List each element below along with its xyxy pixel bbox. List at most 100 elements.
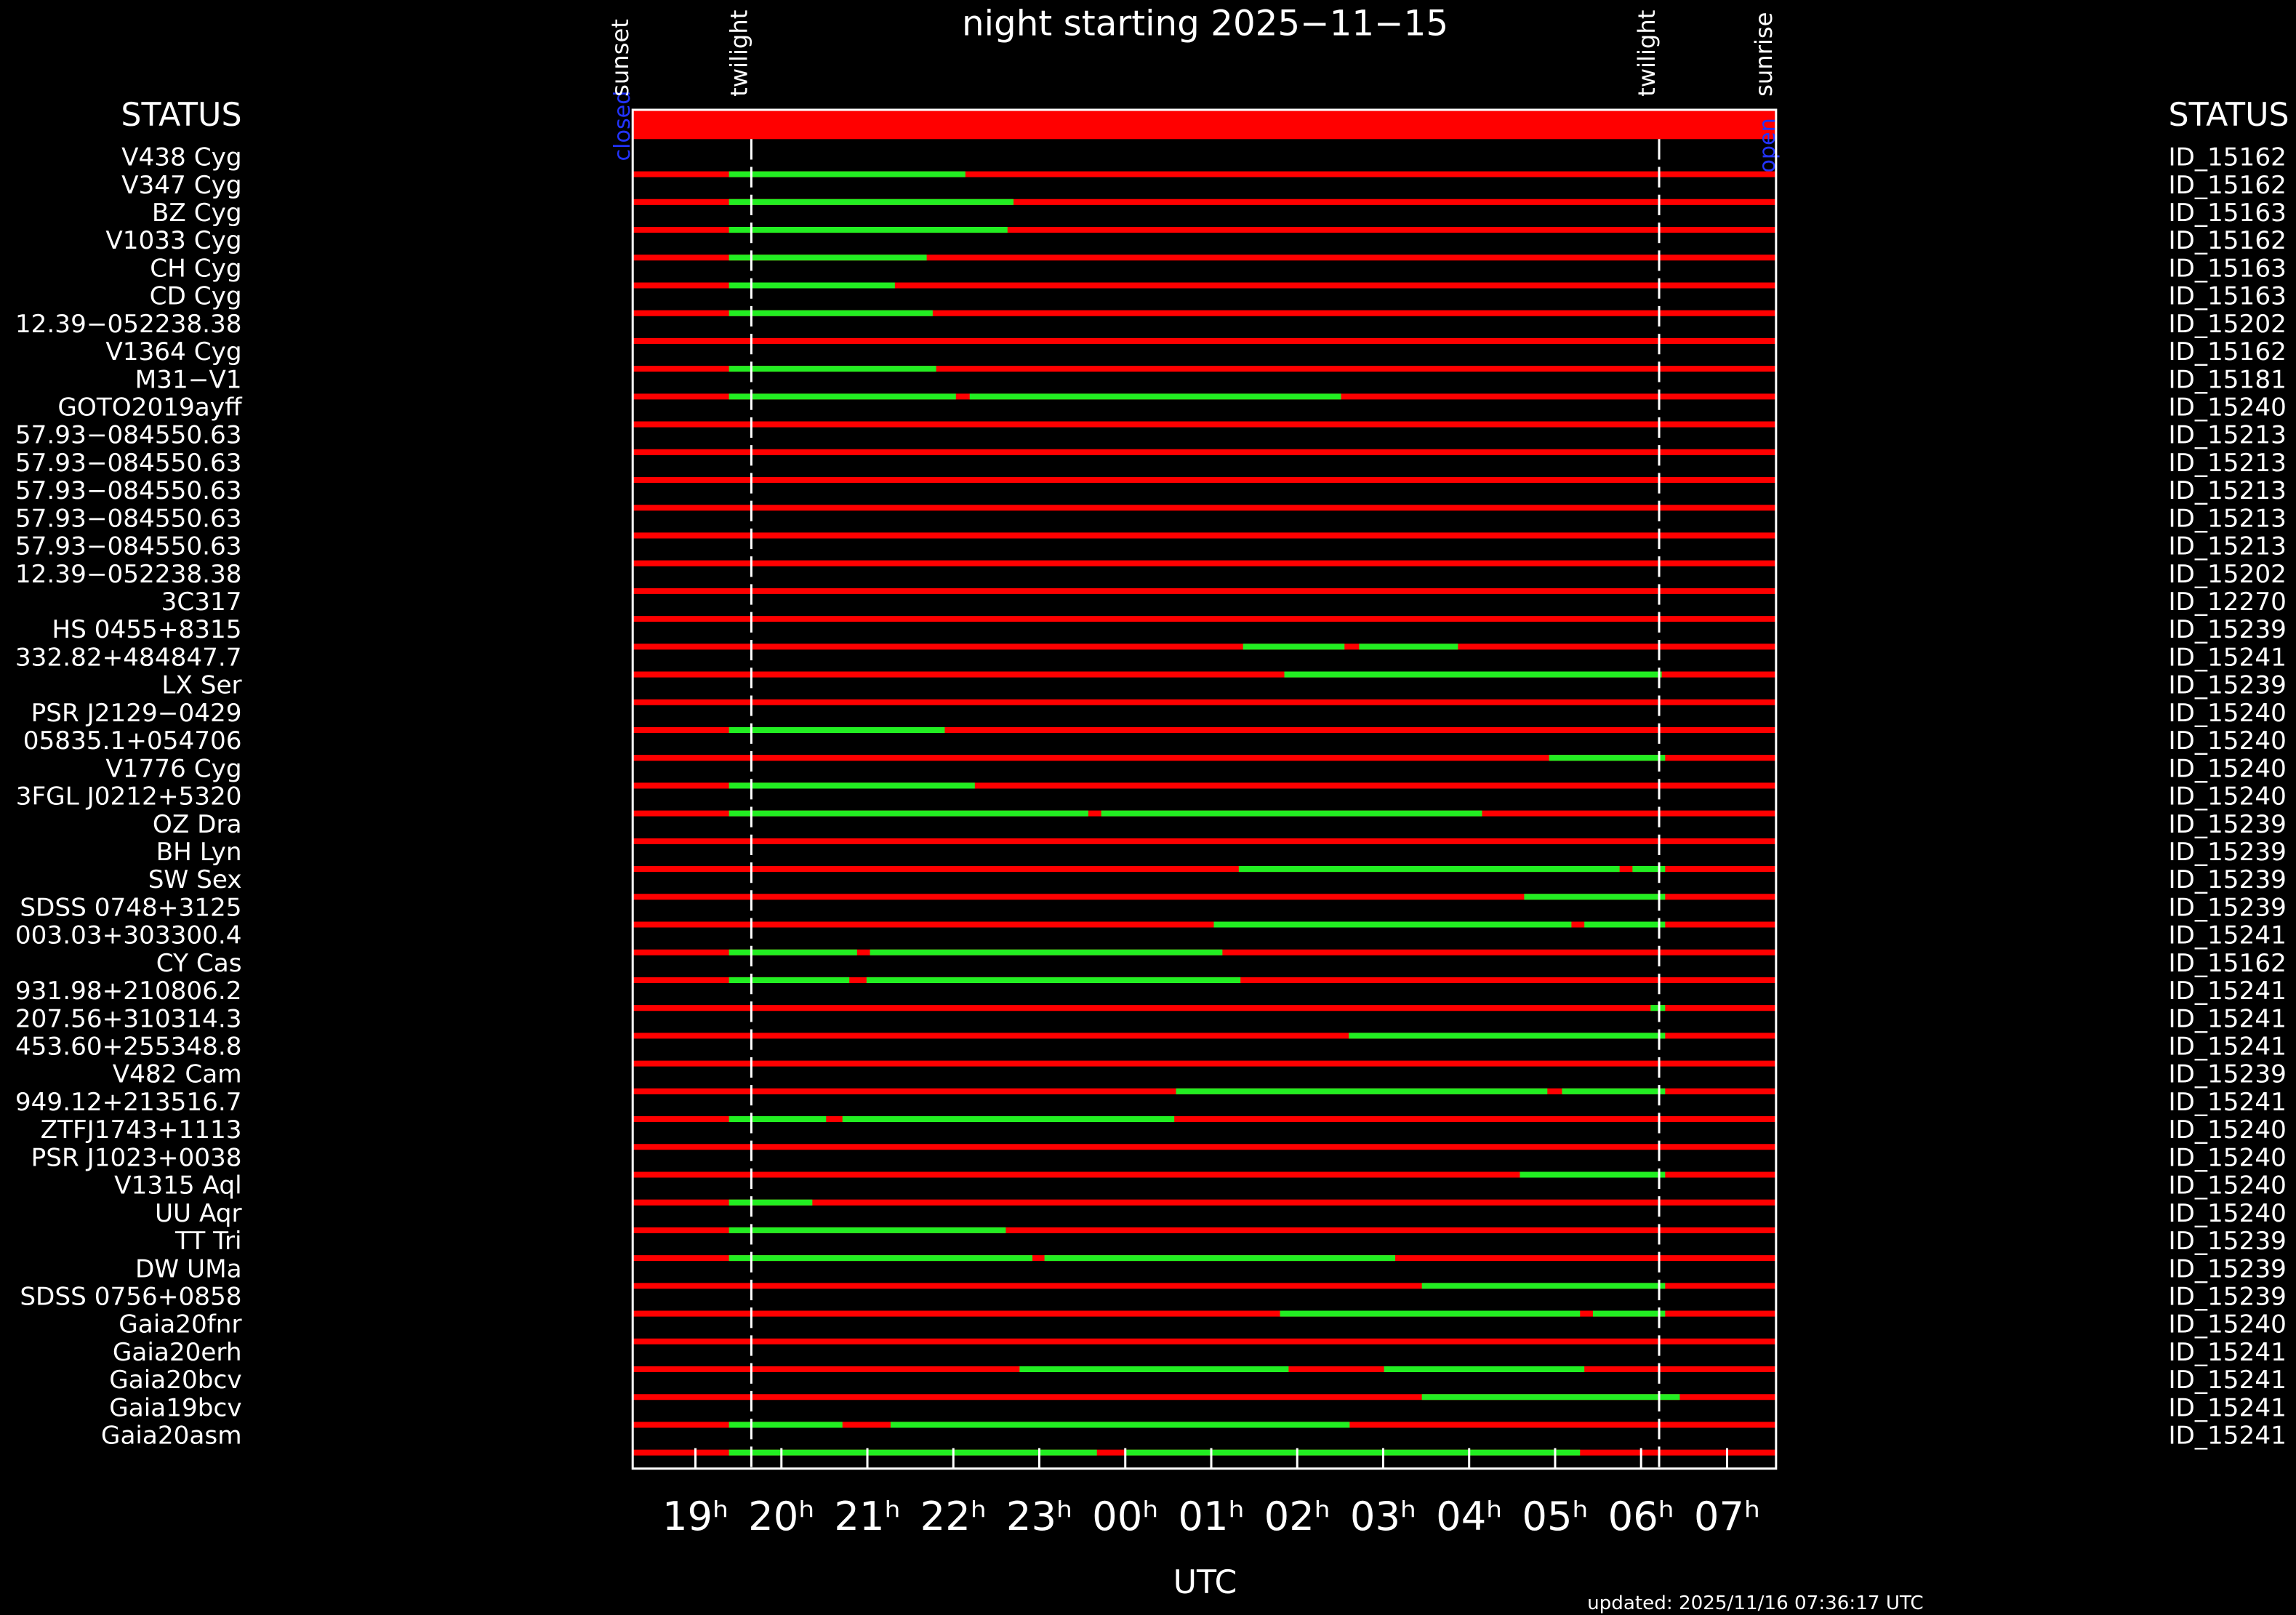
event-label: twilight xyxy=(1633,10,1661,97)
target-name: PSR J2129−0429 xyxy=(31,699,242,728)
target-id: ID_15241 xyxy=(2168,1033,2286,1062)
target-name: 931.98+210806.2 xyxy=(15,977,242,1006)
target-id: ID_15162 xyxy=(2168,337,2286,366)
x-tick-label: 00ʰ xyxy=(1092,1494,1158,1539)
x-tick-label: 21ʰ xyxy=(834,1494,900,1539)
x-tick-label: 06ʰ xyxy=(1608,1494,1674,1539)
target-name: V1315 Aql xyxy=(114,1171,241,1201)
target-id: ID_15240 xyxy=(2168,699,2286,728)
target-name: 57.93−084550.63 xyxy=(15,476,242,505)
target-id: ID_15213 xyxy=(2168,504,2286,533)
target-name: TT Tri xyxy=(174,1227,242,1256)
left-header: STATUS xyxy=(121,97,241,134)
target-name: M31−V1 xyxy=(135,365,242,394)
target-id: ID_15163 xyxy=(2168,282,2286,311)
target-name: 332.82+484847.7 xyxy=(15,643,242,672)
target-name: Gaia20fnr xyxy=(119,1310,242,1339)
target-id: ID_15240 xyxy=(2168,1115,2286,1145)
target-name: SW Sex xyxy=(148,865,242,894)
target-name: V482 Cam xyxy=(113,1060,242,1089)
target-id: ID_15239 xyxy=(2168,1060,2286,1089)
target-name: GOTO2019ayff xyxy=(57,393,243,422)
x-tick-label: 22ʰ xyxy=(920,1494,987,1539)
x-tick-label: 07ʰ xyxy=(1694,1494,1760,1539)
target-id: ID_15239 xyxy=(2168,1254,2286,1283)
target-id: ID_12270 xyxy=(2168,588,2286,617)
target-name: 949.12+213516.7 xyxy=(15,1088,242,1117)
target-name: 05835.1+054706 xyxy=(23,726,242,756)
target-id: ID_15241 xyxy=(2168,921,2286,950)
target-name: DW UMa xyxy=(135,1254,242,1283)
target-name: BH Lyn xyxy=(156,838,242,867)
target-name: 453.60+255348.8 xyxy=(15,1033,242,1062)
x-tick-label: 20ʰ xyxy=(748,1494,814,1539)
x-tick-label: 04ʰ xyxy=(1436,1494,1502,1539)
target-id: ID_15240 xyxy=(2168,726,2286,756)
target-id: ID_15240 xyxy=(2168,1143,2286,1172)
target-id: ID_15239 xyxy=(2168,838,2286,867)
target-id: ID_15162 xyxy=(2168,171,2286,200)
target-id: ID_15240 xyxy=(2168,393,2286,422)
target-id: ID_15241 xyxy=(2168,1393,2286,1422)
target-name: 3FGL J0212+5320 xyxy=(16,782,242,811)
event-label: sunset xyxy=(606,19,634,97)
target-id: ID_15239 xyxy=(2168,893,2286,922)
target-id: ID_15241 xyxy=(2168,1338,2286,1367)
x-tick-label: 02ʰ xyxy=(1264,1494,1330,1539)
target-name: HS 0455+8315 xyxy=(52,615,241,644)
x-tick-label: 05ʰ xyxy=(1522,1494,1588,1539)
target-id: ID_15241 xyxy=(2168,1088,2286,1117)
target-id: ID_15240 xyxy=(2168,1199,2286,1228)
target-name: Gaia19bcv xyxy=(109,1393,241,1422)
target-name: 207.56+310314.3 xyxy=(15,1004,242,1033)
target-id: ID_15202 xyxy=(2168,310,2286,339)
target-name: Gaia20bcv xyxy=(109,1366,241,1395)
target-id: ID_15162 xyxy=(2168,949,2286,978)
target-id: ID_15239 xyxy=(2168,1227,2286,1256)
target-id: ID_15202 xyxy=(2168,560,2286,589)
target-id: ID_15213 xyxy=(2168,532,2286,561)
target-name: OZ Dra xyxy=(153,810,242,839)
target-id: ID_15241 xyxy=(2168,643,2286,672)
target-id: ID_15240 xyxy=(2168,1310,2286,1339)
target-id: ID_15162 xyxy=(2168,226,2286,255)
target-name: V347 Cyg xyxy=(121,171,241,200)
x-tick-label: 23ʰ xyxy=(1006,1494,1072,1539)
target-name: V438 Cyg xyxy=(121,143,241,172)
target-id: ID_15241 xyxy=(2168,1004,2286,1033)
x-tick-label: 03ʰ xyxy=(1350,1494,1416,1539)
target-id: ID_15241 xyxy=(2168,1422,2286,1451)
target-name: Gaia20erh xyxy=(113,1338,242,1367)
plot-frame xyxy=(631,108,1778,1470)
target-name: 57.93−084550.63 xyxy=(15,532,242,561)
event-label: sunrise xyxy=(1750,12,1778,97)
target-id: ID_15163 xyxy=(2168,254,2286,283)
right-header: STATUS xyxy=(2168,97,2289,134)
target-id: ID_15213 xyxy=(2168,476,2286,505)
event-label: twilight xyxy=(725,10,752,97)
target-id: ID_15239 xyxy=(2168,1282,2286,1311)
target-name: 12.39−052238.38 xyxy=(15,310,242,339)
chart-title: night starting 2025−11−15 xyxy=(962,3,1448,44)
target-name: 12.39−052238.38 xyxy=(15,560,242,589)
target-name: Gaia20asm xyxy=(101,1422,242,1451)
x-tick-label: 01ʰ xyxy=(1178,1494,1244,1539)
target-id: ID_15241 xyxy=(2168,1366,2286,1395)
target-id: ID_15163 xyxy=(2168,199,2286,228)
target-name: CD Cyg xyxy=(150,282,242,311)
target-id: ID_15240 xyxy=(2168,782,2286,811)
target-id: ID_15162 xyxy=(2168,143,2286,172)
target-name: LX Ser xyxy=(161,671,242,700)
target-name: 57.93−084550.63 xyxy=(15,449,242,478)
updated-time: updated: 2025/11/16 07:36:17 UTC xyxy=(1587,1592,1924,1614)
target-name: V1776 Cyg xyxy=(105,754,241,783)
target-name: 003.03+303300.4 xyxy=(15,921,242,950)
target-name: BZ Cyg xyxy=(152,199,242,228)
target-name: UU Aqr xyxy=(155,1199,242,1228)
target-id: ID_15213 xyxy=(2168,449,2286,478)
target-id: ID_15239 xyxy=(2168,615,2286,644)
target-name: 3C317 xyxy=(161,588,242,617)
target-id: ID_15239 xyxy=(2168,671,2286,700)
